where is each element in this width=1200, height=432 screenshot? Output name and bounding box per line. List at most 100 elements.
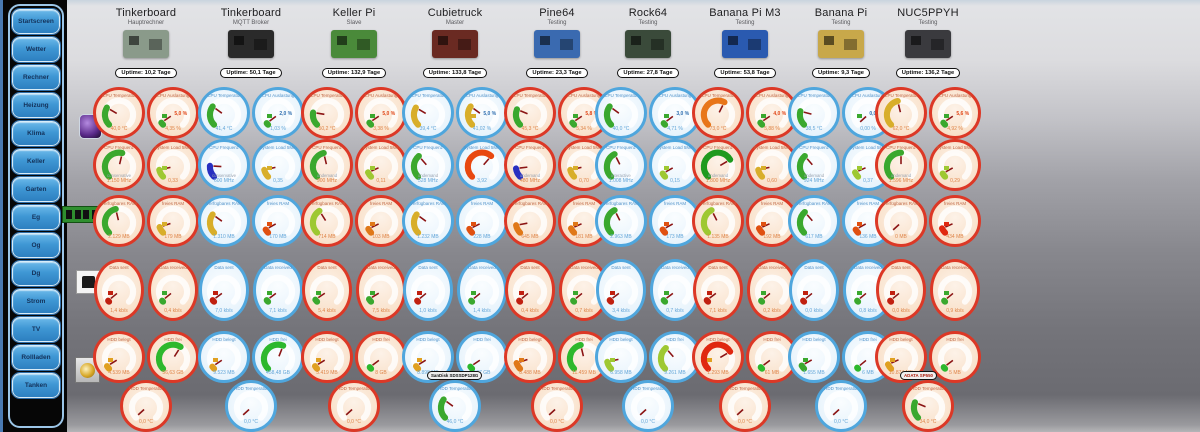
hdd-used-gauge[interactable]: HDD belegt 9.523 MB bbox=[198, 331, 250, 383]
data-sent-gauge[interactable]: Data sent 0,0 kb/s bbox=[876, 259, 926, 321]
cpu-freq-gauge[interactable]: CPU Frequenz ondemand 900 MHz bbox=[301, 139, 353, 191]
data-received-gauge[interactable]: Data received 0,7 kb/s bbox=[650, 259, 700, 321]
data-received-gauge[interactable]: Data received 7,5 kb/s bbox=[356, 259, 406, 321]
gauge-label: HDD belegt bbox=[107, 337, 131, 342]
hdd-used-gauge[interactable]: HDD belegt 6.958 MB bbox=[595, 331, 647, 383]
hdd-used-gauge[interactable]: HDD belegt 4.539 MB bbox=[93, 331, 145, 383]
hdd-free-gauge[interactable]: HDD frei 5 MB bbox=[929, 331, 981, 383]
cpu-freq-gauge[interactable]: CPU Frequenz ondemand 1.596 MHz bbox=[875, 139, 927, 191]
cpu-temp-gauge[interactable]: CPU Temperatur 38,5 °C bbox=[788, 87, 840, 139]
available-ram-gauge[interactable]: Verfügbares RAM 1.232 MB bbox=[402, 195, 454, 247]
system-load-gauge[interactable]: System Load 5Min 0,11 bbox=[355, 139, 407, 191]
available-ram-gauge[interactable]: Verfügbares RAM 1.310 MB bbox=[198, 195, 250, 247]
available-ram-gauge[interactable]: Verfügbares RAM 617 MB bbox=[788, 195, 840, 247]
data-sent-gauge[interactable]: Data sent 1,0 kb/s bbox=[403, 259, 453, 321]
cpu-temp-gauge[interactable]: CPU Temperatur 73,0 °C bbox=[692, 87, 744, 139]
sidebar-item-og[interactable]: Og bbox=[11, 232, 61, 259]
hdd-temp-gauge[interactable]: HDD Temperatur 0,0 °C bbox=[531, 380, 583, 432]
available-ram-gauge[interactable]: Verfügbares RAM 714 MB bbox=[301, 195, 353, 247]
data-received-gauge[interactable]: Data received 0,9 kb/s bbox=[930, 259, 980, 321]
hdd-free-gauge[interactable]: HDD frei 56,63 GB bbox=[147, 331, 199, 383]
free-ram-gauge[interactable]: freies RAM 228 MB bbox=[456, 195, 508, 247]
data-sent-gauge[interactable]: Data sent 5,4 kb/s bbox=[302, 259, 352, 321]
sidebar-item-rechner[interactable]: Rechner bbox=[11, 64, 61, 91]
data-sent-gauge[interactable]: Data sent 7,0 kb/s bbox=[199, 259, 249, 321]
cpu-freq-gauge[interactable]: CPU Frequenz interactive 1.008 MHz bbox=[595, 139, 647, 191]
system-load-gauge[interactable]: System Load 5Min 0,29 bbox=[929, 139, 981, 191]
available-ram-gauge[interactable]: Verfügbares RAM 2.963 MB bbox=[595, 195, 647, 247]
data-sent-gauge[interactable]: Data sent 1,4 kb/s bbox=[94, 259, 144, 321]
sidebar-item-tanken[interactable]: Tanken bbox=[11, 372, 61, 399]
sidebar-item-tv[interactable]: TV bbox=[11, 316, 61, 343]
cpu-freq-gauge[interactable]: CPU Frequenz conservative 600 MHz bbox=[198, 139, 250, 191]
hdd-used-gauge[interactable]: HDD belegt 5.419 MB bbox=[301, 331, 353, 383]
cpu-temp-gauge[interactable]: CPU Temperatur 39,4 °C bbox=[402, 87, 454, 139]
data-sent-gauge[interactable]: Data sent 0,4 kb/s bbox=[505, 259, 555, 321]
cpu-freq-gauge[interactable]: CPU Frequenz ondemand 924 MHz bbox=[788, 139, 840, 191]
cpu-freq-gauge[interactable]: CPU Frequenz ondemand 480 MHz bbox=[504, 139, 556, 191]
hdd-free-gauge[interactable]: HDD frei 61 MB bbox=[746, 331, 798, 383]
data-sent-gauge[interactable]: Data sent 0,0 kb/s bbox=[789, 259, 839, 321]
sidebar-item-dg[interactable]: Dg bbox=[11, 260, 61, 287]
gauge-value: 0,7 kb/s bbox=[575, 308, 593, 314]
hdd-temp-gauge[interactable]: HDD Temperatur 0,0 °C bbox=[225, 380, 277, 432]
system-load-gauge[interactable]: System Load 5Min 3,92 bbox=[456, 139, 508, 191]
cpu-temp-gauge[interactable]: CPU Temperatur 45,3 °C bbox=[504, 87, 556, 139]
gauge-label: CPU Temperatur bbox=[310, 93, 344, 98]
data-received-gauge[interactable]: Data received 0,2 kb/s bbox=[747, 259, 797, 321]
available-ram-gauge[interactable]: Verfügbares RAM 0 MB bbox=[875, 195, 927, 247]
hdd-temp-gauge[interactable]: HDD Temperatur 0,0 °C bbox=[815, 380, 867, 432]
hdd-temp-gauge[interactable]: HDD Temperatur 46,0 °C bbox=[429, 380, 481, 432]
cpu-freq-gauge[interactable]: CPU Frequenz ondemand 1.800 MHz bbox=[692, 139, 744, 191]
cpu-temp-gauge[interactable]: CPU Temperatur 62,0 °C bbox=[875, 87, 927, 139]
cpu-load-gauge[interactable]: CPU Auslastung 5,0 % 4,35 % bbox=[147, 87, 199, 139]
cpu-temp-gauge[interactable]: CPU Temperatur 41,4 °C bbox=[198, 87, 250, 139]
hdd-used-gauge[interactable]: HDD belegt 1.655 MB bbox=[788, 331, 840, 383]
sidebar-item-heizung[interactable]: Heizung bbox=[11, 92, 61, 119]
hdd-used-gauge[interactable]: HDD belegt 1.293 MB bbox=[692, 331, 744, 383]
data-sent-gauge[interactable]: Data sent 7,1 kb/s bbox=[693, 259, 743, 321]
hdd-temp-gauge[interactable]: HDD Temperatur 0,0 °C bbox=[328, 380, 380, 432]
cpu-load-gauge[interactable]: CPU Auslastung 5,6 % 4,92 % bbox=[929, 87, 981, 139]
free-ram-gauge[interactable]: freies RAM 170 MB bbox=[252, 195, 304, 247]
hdd-free-gauge[interactable]: HDD frei 458,48 GB bbox=[252, 331, 304, 383]
gauge-mid-value: 5,8 % bbox=[585, 111, 599, 118]
free-ram-gauge[interactable]: freies RAM 434 MB bbox=[929, 195, 981, 247]
sidebar-item-keller[interactable]: Keller bbox=[11, 148, 61, 175]
system-load-gauge[interactable]: System Load 5Min 0,33 bbox=[147, 139, 199, 191]
available-ram-gauge[interactable]: Verfügbares RAM 1.135 MB bbox=[692, 195, 744, 247]
sidebar-item-startscreen[interactable]: Startscreen bbox=[11, 8, 61, 35]
sidebar-item-garten[interactable]: Garten bbox=[11, 176, 61, 203]
hdd-temp-gauge[interactable]: HDD Temperatur 0,0 °C bbox=[622, 380, 674, 432]
cpu-freq-gauge[interactable]: CPU Frequenz conservative 1.150 MHz bbox=[93, 139, 145, 191]
cpu-temp-gauge[interactable]: CPU Temperatur 40,0 °C bbox=[595, 87, 647, 139]
sidebar-item-rollladen[interactable]: Rollladen bbox=[11, 344, 61, 371]
hdd-used-gauge[interactable]: HDD belegt 8.488 MB bbox=[504, 331, 556, 383]
available-ram-gauge[interactable]: Verfügbares RAM 2.129 MB bbox=[93, 195, 145, 247]
cpu-load-gauge[interactable]: CPU Auslastung 5,0 % 41,02 % bbox=[456, 87, 508, 139]
cpu-temp-gauge[interactable]: CPU Temperatur 40,0 °C bbox=[93, 87, 145, 139]
data-received-gauge[interactable]: Data received 1,4 kb/s bbox=[457, 259, 507, 321]
data-received-gauge[interactable]: Data received 0,4 kb/s bbox=[148, 259, 198, 321]
system-load-gauge[interactable]: System Load 5Min 0,15 bbox=[649, 139, 701, 191]
sidebar-item-eg[interactable]: Eg bbox=[11, 204, 61, 231]
cpu-load-gauge[interactable]: CPU Auslastung 5,0 % 3,38 % bbox=[355, 87, 407, 139]
cpu-load-gauge[interactable]: CPU Auslastung 2,0 % 1,03 % bbox=[252, 87, 304, 139]
data-received-gauge[interactable]: Data received 7,1 kb/s bbox=[253, 259, 303, 321]
cpu-load-gauge[interactable]: CPU Auslastung 3,0 % 4,71 % bbox=[649, 87, 701, 139]
free-ram-gauge[interactable]: freies RAM 103 MB bbox=[355, 195, 407, 247]
system-load-gauge[interactable]: System Load 5Min 0,35 bbox=[252, 139, 304, 191]
sidebar-item-klima[interactable]: Klima bbox=[11, 120, 61, 147]
sidebar-item-wetter[interactable]: Wetter bbox=[11, 36, 61, 63]
hdd-free-gauge[interactable]: HDD frei 8 GB bbox=[355, 331, 407, 383]
hdd-temp-gauge[interactable]: HDD Temperatur 0,0 °C bbox=[120, 380, 172, 432]
sidebar-item-strom[interactable]: Strom bbox=[11, 288, 61, 315]
data-sent-gauge[interactable]: Data sent 3,4 kb/s bbox=[596, 259, 646, 321]
hdd-temp-gauge[interactable]: HDD Temperatur 34,0 °C bbox=[902, 380, 954, 432]
cpu-freq-gauge[interactable]: CPU Frequenz ondemand 528 MHz bbox=[402, 139, 454, 191]
cpu-temp-gauge[interactable]: CPU Temperatur 50,2 °C bbox=[301, 87, 353, 139]
available-ram-gauge[interactable]: Verfügbares RAM 645 MB bbox=[504, 195, 556, 247]
hdd-temp-gauge[interactable]: HDD Temperatur 0,0 °C bbox=[719, 380, 771, 432]
gauge-mini-icon bbox=[760, 221, 766, 226]
free-ram-gauge[interactable]: freies RAM 179 MB bbox=[147, 195, 199, 247]
